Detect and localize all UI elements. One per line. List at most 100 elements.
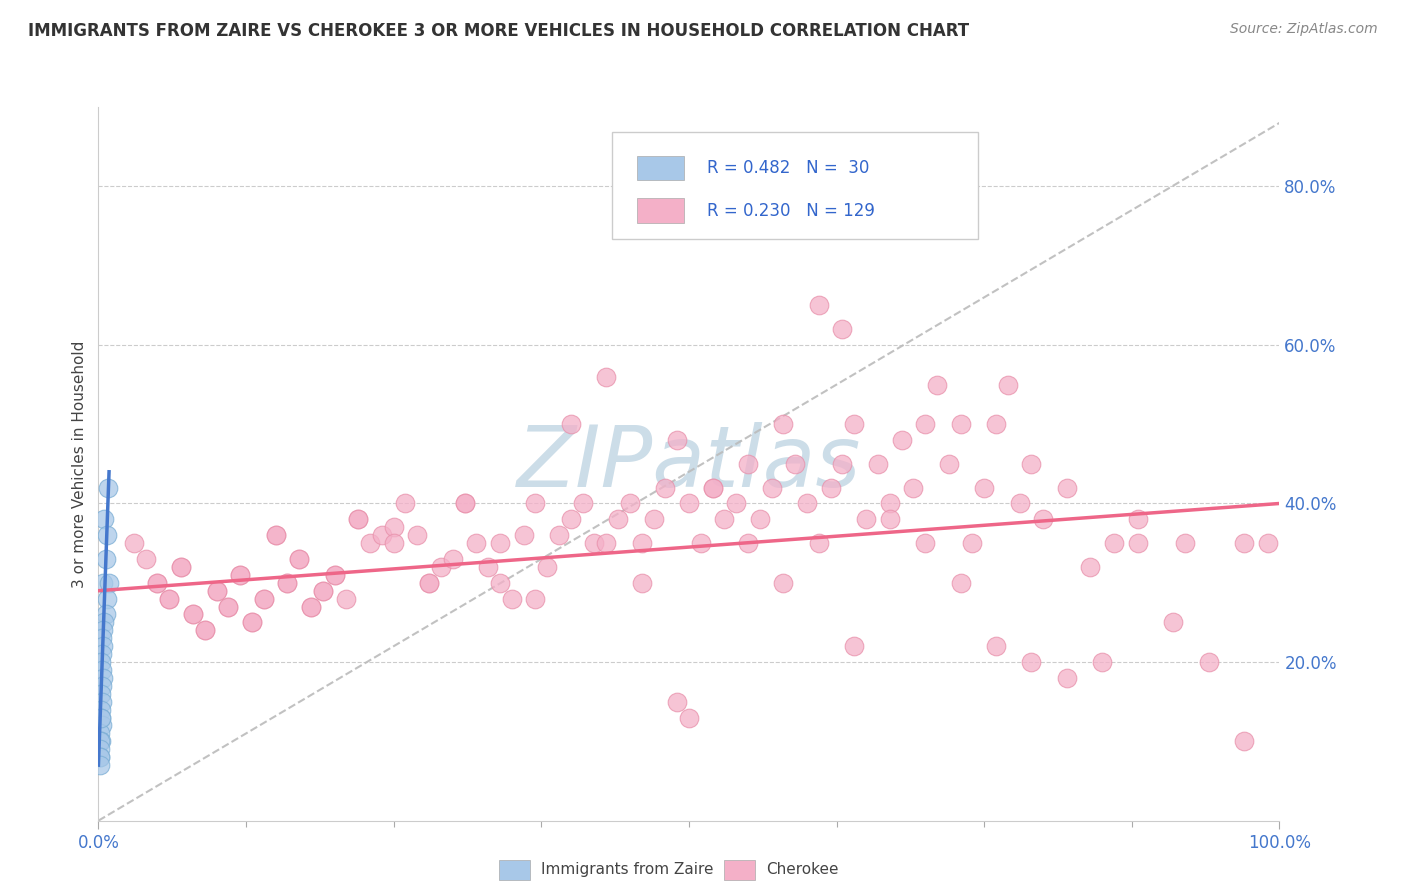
Point	[288, 552, 311, 566]
Point	[157, 591, 180, 606]
Point	[583, 536, 606, 550]
Point	[501, 591, 523, 606]
Point	[796, 496, 818, 510]
Point	[335, 591, 357, 606]
Text: R = 0.482   N =  30: R = 0.482 N = 30	[707, 159, 869, 177]
Point	[91, 632, 114, 646]
Point	[93, 512, 115, 526]
Point	[984, 639, 1007, 653]
Point	[359, 536, 381, 550]
Point	[1233, 734, 1256, 748]
Point	[90, 703, 112, 717]
Point	[524, 496, 547, 510]
Point	[630, 536, 652, 550]
Point	[312, 583, 335, 598]
Point	[299, 599, 322, 614]
Text: R = 0.230   N = 129: R = 0.230 N = 129	[707, 202, 875, 219]
Point	[890, 433, 912, 447]
Point	[737, 536, 759, 550]
Point	[89, 734, 111, 748]
Point	[1021, 655, 1043, 669]
Point	[962, 536, 984, 550]
Point	[91, 624, 114, 638]
Point	[217, 599, 239, 614]
Point	[194, 624, 217, 638]
Point	[630, 575, 652, 590]
Point	[93, 615, 115, 630]
Point	[240, 615, 263, 630]
Point	[90, 710, 112, 724]
Point	[382, 520, 405, 534]
Point	[89, 758, 111, 772]
Point	[347, 512, 370, 526]
Point	[96, 591, 118, 606]
Point	[91, 639, 114, 653]
Point	[1198, 655, 1220, 669]
Point	[253, 591, 276, 606]
Point	[772, 417, 794, 432]
Point	[654, 481, 676, 495]
Point	[595, 536, 617, 550]
Point	[643, 512, 665, 526]
Point	[240, 615, 263, 630]
Point	[702, 481, 724, 495]
Point	[194, 624, 217, 638]
Point	[1021, 457, 1043, 471]
Point	[548, 528, 571, 542]
Point	[1056, 481, 1078, 495]
FancyBboxPatch shape	[637, 198, 685, 223]
Point	[925, 377, 948, 392]
Text: Cherokee: Cherokee	[766, 863, 839, 877]
Point	[91, 718, 114, 732]
Point	[571, 496, 593, 510]
Point	[394, 496, 416, 510]
Point	[323, 567, 346, 582]
Point	[453, 496, 475, 510]
Point	[441, 552, 464, 566]
Point	[949, 417, 972, 432]
Point	[288, 552, 311, 566]
Point	[879, 512, 901, 526]
Point	[689, 536, 711, 550]
Point	[761, 481, 783, 495]
Text: IMMIGRANTS FROM ZAIRE VS CHEROKEE 3 OR MORE VEHICLES IN HOUSEHOLD CORRELATION CH: IMMIGRANTS FROM ZAIRE VS CHEROKEE 3 OR M…	[28, 22, 969, 40]
Point	[879, 496, 901, 510]
Point	[1091, 655, 1114, 669]
Point	[678, 710, 700, 724]
Point	[418, 575, 440, 590]
Point	[90, 687, 112, 701]
Point	[536, 560, 558, 574]
Point	[253, 591, 276, 606]
Point	[312, 583, 335, 598]
Point	[430, 560, 453, 574]
Point	[489, 575, 512, 590]
Point	[524, 591, 547, 606]
Point	[772, 575, 794, 590]
Point	[90, 655, 112, 669]
Point	[560, 417, 582, 432]
Point	[748, 512, 770, 526]
Point	[984, 417, 1007, 432]
Point	[276, 575, 298, 590]
Point	[702, 481, 724, 495]
Point	[94, 552, 117, 566]
Point	[94, 607, 117, 622]
Point	[831, 457, 853, 471]
Point	[406, 528, 429, 542]
Point	[157, 591, 180, 606]
Point	[135, 552, 157, 566]
Point	[217, 599, 239, 614]
Point	[146, 575, 169, 590]
Point	[973, 481, 995, 495]
Point	[914, 417, 936, 432]
Point	[91, 647, 114, 661]
Point	[997, 377, 1019, 392]
Point	[264, 528, 287, 542]
Point	[938, 457, 960, 471]
Point	[855, 512, 877, 526]
Text: Immigrants from Zaire: Immigrants from Zaire	[541, 863, 714, 877]
Point	[914, 536, 936, 550]
Point	[666, 695, 689, 709]
Point	[737, 457, 759, 471]
Point	[1126, 512, 1149, 526]
